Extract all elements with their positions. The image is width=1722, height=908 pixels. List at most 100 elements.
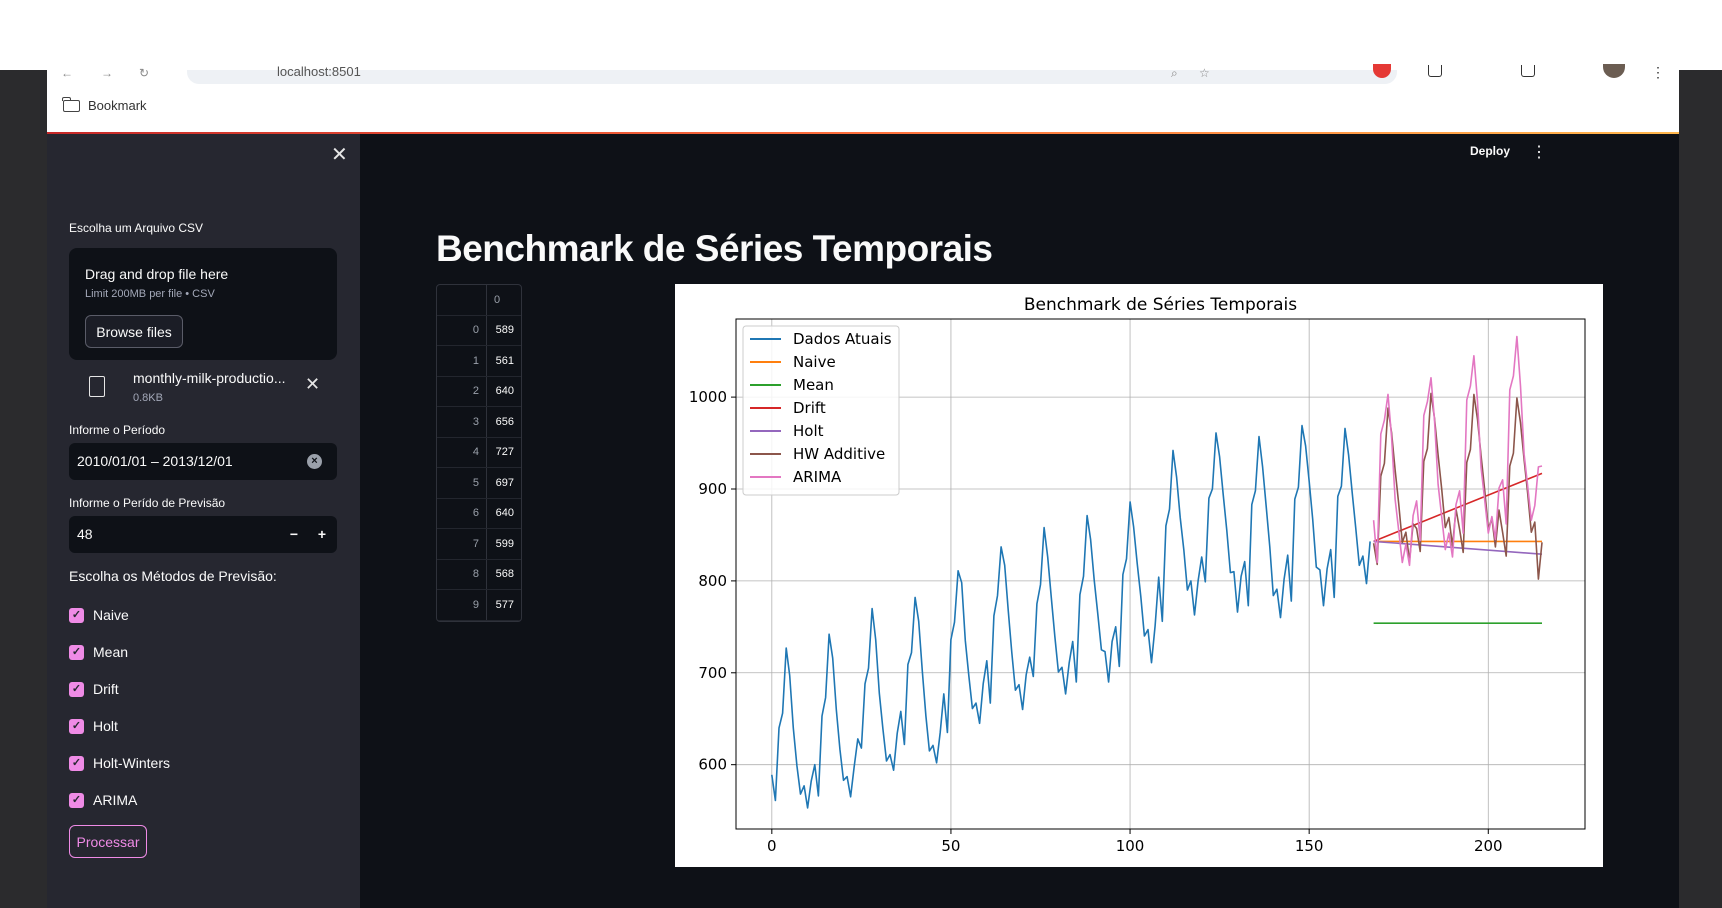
top-margin bbox=[0, 0, 1722, 70]
bookmark-item[interactable]: Bookmark bbox=[62, 96, 147, 113]
table-row: 2 640 bbox=[437, 376, 521, 407]
row-index: 5 bbox=[437, 467, 487, 499]
legend-label: Holt bbox=[793, 422, 824, 440]
cell-value[interactable]: 727 bbox=[486, 437, 521, 468]
methods-label: Escolha os Métodos de Previsão: bbox=[69, 568, 277, 584]
window-icon[interactable] bbox=[1521, 65, 1535, 77]
cell-value[interactable]: 640 bbox=[486, 376, 521, 407]
browser-menu-icon[interactable]: ⋮ bbox=[1651, 64, 1665, 80]
cell-value[interactable]: 599 bbox=[486, 528, 521, 560]
checkbox-label: Naive bbox=[93, 607, 129, 623]
address-bar[interactable]: localhost:8501 bbox=[187, 64, 1397, 84]
y-tick-label: 600 bbox=[698, 756, 727, 774]
x-tick-label: 50 bbox=[941, 837, 960, 855]
deploy-button[interactable]: Deploy bbox=[1470, 144, 1511, 158]
profile-avatar[interactable] bbox=[1603, 64, 1625, 78]
sidebar: ✕ Escolha um Arquivo CSV Drag and drop f… bbox=[47, 134, 360, 908]
desktop-background-left bbox=[0, 70, 47, 908]
clear-date-icon[interactable]: × bbox=[307, 454, 322, 469]
period-date-input[interactable]: 2010/01/01 – 2013/12/01 × bbox=[69, 443, 337, 480]
row-index: 8 bbox=[437, 559, 487, 590]
dataframe[interactable]: 0 0 589 1 561 2 640 3 656 4 727 5 697 6 640 7 59… bbox=[436, 284, 522, 622]
row-index: 0 bbox=[437, 315, 487, 346]
checkbox-label: Holt bbox=[93, 718, 118, 734]
row-index: 7 bbox=[437, 528, 487, 560]
legend-label: Dados Atuais bbox=[793, 330, 892, 348]
checkbox-checked-icon[interactable]: ✓ bbox=[69, 718, 84, 734]
page-title: Benchmark de Séries Temporais bbox=[436, 228, 993, 269]
table-row: 5 697 bbox=[437, 467, 521, 499]
forecast-period-label: Informe o Perído de Previsão bbox=[69, 496, 226, 510]
main-menu-icon[interactable]: ⋮ bbox=[1531, 144, 1547, 161]
remove-file-icon[interactable]: ✕ bbox=[305, 374, 321, 394]
cell-value[interactable]: 577 bbox=[486, 589, 521, 621]
checkbox-holt-winters[interactable]: ✓ Holt-Winters bbox=[69, 755, 170, 771]
checkbox-checked-icon[interactable]: ✓ bbox=[69, 681, 84, 697]
column-header[interactable]: 0 bbox=[486, 285, 521, 316]
chart-title: Benchmark de Séries Temporais bbox=[1024, 295, 1297, 315]
y-tick-label: 800 bbox=[698, 572, 727, 590]
dataframe-header-row: 0 bbox=[437, 285, 521, 316]
legend-label: Drift bbox=[793, 399, 826, 417]
checkbox-holt[interactable]: ✓ Holt bbox=[69, 718, 118, 734]
cell-value[interactable]: 568 bbox=[486, 559, 521, 590]
cell-value[interactable]: 589 bbox=[486, 315, 521, 346]
reload-icon[interactable]: ↻ bbox=[139, 66, 150, 80]
url-text: localhost:8501 bbox=[277, 64, 361, 79]
x-tick-label: 150 bbox=[1295, 837, 1324, 855]
recording-icon[interactable] bbox=[1373, 64, 1391, 78]
back-icon[interactable]: ← bbox=[61, 66, 73, 80]
extensions-icon[interactable] bbox=[1428, 65, 1442, 77]
file-dropzone[interactable]: Drag and drop file here Limit 200MB per … bbox=[69, 248, 337, 360]
checkbox-checked-icon[interactable]: ✓ bbox=[69, 755, 84, 771]
cell-value[interactable]: 656 bbox=[486, 406, 521, 438]
forward-icon[interactable]: → bbox=[101, 66, 113, 80]
x-tick-label: 200 bbox=[1474, 837, 1503, 855]
period-label: Informe o Período bbox=[69, 423, 166, 437]
search-icon[interactable]: ⌕ bbox=[1171, 66, 1178, 80]
table-row: 4 727 bbox=[437, 437, 521, 468]
checkbox-checked-icon[interactable]: ✓ bbox=[69, 644, 84, 660]
bookmark-star-icon[interactable]: ☆ bbox=[1199, 66, 1210, 80]
table-row: 1 561 bbox=[437, 345, 521, 377]
row-index: 3 bbox=[437, 406, 487, 438]
checkbox-drift[interactable]: ✓ Drift bbox=[69, 681, 119, 697]
desktop-background-right bbox=[1679, 70, 1722, 908]
uploaded-file-name: monthly-milk-productio... bbox=[133, 370, 286, 386]
checkbox-mean[interactable]: ✓ Mean bbox=[69, 644, 128, 660]
x-tick-label: 0 bbox=[767, 837, 777, 855]
y-tick-label: 700 bbox=[698, 664, 727, 682]
cell-value[interactable]: 561 bbox=[486, 345, 521, 377]
x-tick-label: 100 bbox=[1116, 837, 1145, 855]
table-row: 9 577 bbox=[437, 589, 521, 621]
cell-value[interactable]: 697 bbox=[486, 467, 521, 499]
table-row: 6 640 bbox=[437, 498, 521, 529]
row-index: 4 bbox=[437, 437, 487, 468]
increment-button[interactable]: + bbox=[317, 526, 327, 542]
forecast-number-input[interactable]: 48 − + bbox=[69, 516, 337, 553]
index-header bbox=[437, 285, 487, 316]
checkbox-label: Holt-Winters bbox=[93, 755, 171, 771]
legend-box bbox=[742, 325, 900, 496]
checkbox-checked-icon[interactable]: ✓ bbox=[69, 607, 84, 623]
row-index: 9 bbox=[437, 589, 487, 621]
process-button[interactable]: Processar bbox=[69, 825, 147, 858]
row-index: 2 bbox=[437, 376, 487, 407]
legend-label: Naive bbox=[793, 353, 836, 371]
uploaded-file-size: 0.8KB bbox=[133, 392, 163, 404]
decrement-button[interactable]: − bbox=[289, 526, 299, 542]
bookmark-label: Bookmark bbox=[88, 98, 147, 113]
checkbox-naive[interactable]: ✓ Naive bbox=[69, 607, 129, 623]
legend-label: Mean bbox=[793, 376, 834, 394]
cell-value[interactable]: 640 bbox=[486, 498, 521, 529]
y-tick-label: 1000 bbox=[689, 388, 727, 406]
checkbox-checked-icon[interactable]: ✓ bbox=[69, 792, 84, 808]
close-sidebar-icon[interactable]: ✕ bbox=[331, 144, 348, 166]
benchmark-chart: 0 50 100 150 200 600 700 800 900 1000 Benchmark de… bbox=[675, 284, 1603, 867]
period-value: 2010/01/01 – 2013/12/01 bbox=[77, 453, 233, 469]
chart-svg: 0 50 100 150 200 600 700 800 900 1000 Benchmark de… bbox=[689, 295, 1586, 855]
checkbox-arima[interactable]: ✓ ARIMA bbox=[69, 792, 137, 808]
browse-files-button[interactable]: Browse files bbox=[85, 315, 183, 348]
row-index: 1 bbox=[437, 345, 487, 377]
legend-label: HW Additive bbox=[793, 445, 885, 463]
